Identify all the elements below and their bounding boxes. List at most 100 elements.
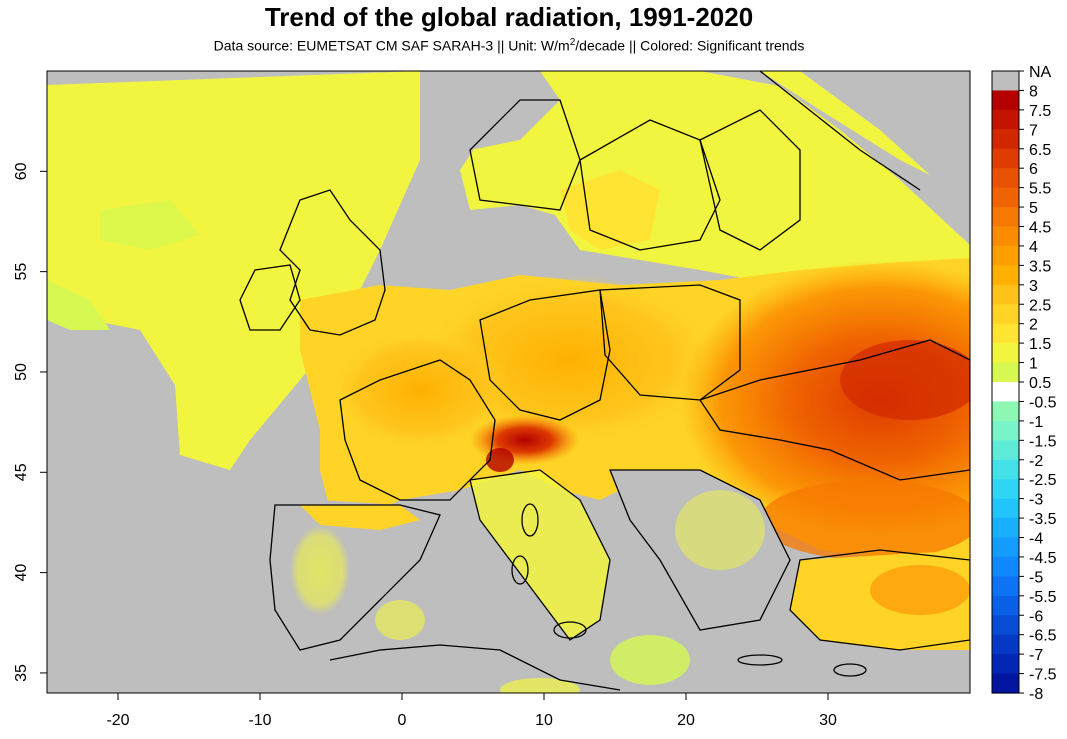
y-tick-label: 35 — [13, 664, 30, 682]
northeast-na — [760, 71, 970, 245]
colorbar-label: -7.5 — [1029, 667, 1057, 684]
coastlines — [239, 71, 970, 691]
colorbar-label: 3.5 — [1029, 258, 1051, 275]
colorbar-swatch — [992, 245, 1019, 266]
colorbar-label: 8 — [1029, 83, 1038, 100]
turkey-hot — [870, 565, 970, 615]
northeast-edge — [760, 71, 930, 175]
colorbar-label: -5.5 — [1029, 589, 1057, 606]
atlantic-low-trend — [100, 200, 200, 250]
x-tick-label: -20 — [106, 712, 129, 729]
subtitle: Data source: EUMETSAT CM SAF SARAH-3 || … — [213, 37, 805, 54]
colorbar-swatch — [992, 634, 1019, 655]
colorbar-swatch — [992, 148, 1019, 169]
colorbar-swatch — [992, 304, 1019, 325]
x-tick-label: 0 — [398, 712, 407, 729]
colorbar-swatch — [992, 284, 1019, 305]
colorbar-swatch — [992, 129, 1019, 150]
atlantic-trend-area — [47, 71, 420, 470]
colorbar-label: 5 — [1029, 200, 1038, 217]
colorbar-swatch — [992, 187, 1019, 208]
colorbar-label: -1.5 — [1029, 433, 1057, 450]
colorbar: NA 8 7.5 7 6.5 6 5.5 5 4.5 4 3.5 3 2.5 2 1.5 1 0.5 -0.5 -1… — [991, 64, 1057, 703]
colorbar-label: -6.5 — [1029, 628, 1057, 645]
balkan-patch — [675, 490, 765, 570]
colorbar-label: 0.5 — [1029, 375, 1051, 392]
iberia-north-trend — [300, 505, 420, 530]
alps-core — [486, 448, 514, 472]
east-europe-core — [840, 340, 970, 420]
colorbar-na-swatch — [992, 71, 1019, 91]
colorbar-swatch — [992, 556, 1019, 577]
colorbar-label: 1 — [1029, 356, 1038, 373]
colorbar-swatch — [992, 90, 1019, 111]
black-sea-region — [760, 480, 970, 560]
colorbar-swatch — [992, 168, 1019, 189]
colorbar-label: 4 — [1029, 239, 1038, 256]
y-tick-label: 45 — [13, 463, 30, 481]
colorbar-label: 3 — [1029, 278, 1038, 295]
colorbar-swatch — [992, 479, 1019, 500]
iberia-patch — [375, 600, 425, 640]
colorbar-swatch — [992, 537, 1019, 558]
atlantic-low-trend — [47, 280, 110, 330]
trend-field — [47, 71, 970, 693]
colorbar-label: -4.5 — [1029, 550, 1057, 567]
y-axis: 35 40 45 50 55 60 — [13, 162, 47, 682]
colorbar-label: 6 — [1029, 161, 1038, 178]
east-europe-hotspot — [680, 260, 970, 540]
mediterranean-patch — [610, 635, 690, 685]
colorbar-swatch — [992, 323, 1019, 344]
colorbar-label: 7 — [1029, 122, 1038, 139]
colorbar-label: -4 — [1029, 531, 1043, 548]
x-tick-label: 10 — [535, 712, 553, 729]
colorbar-swatch — [992, 576, 1019, 597]
colorbar-label: NA — [1029, 64, 1052, 81]
norway-na — [470, 71, 560, 150]
colorbar-swatch — [992, 265, 1019, 286]
colorbar-label: 4.5 — [1029, 220, 1051, 237]
colorbar-swatch — [992, 459, 1019, 480]
colorbar-swatch — [992, 518, 1019, 539]
colorbar-label: -8 — [1029, 686, 1043, 703]
y-tick-label: 55 — [13, 263, 30, 281]
colorbar-swatch — [992, 498, 1019, 519]
iberia-patch — [290, 525, 350, 615]
colorbar-zero-swatch — [992, 382, 1019, 403]
colorbar-swatch — [992, 343, 1019, 364]
plot-frame — [46, 70, 971, 694]
colorbar-swatch — [992, 401, 1019, 422]
colorbar-label: -2 — [1029, 453, 1043, 470]
colorbar-label: -7 — [1029, 647, 1043, 664]
colorbar-swatch — [992, 440, 1019, 461]
x-axis: -20 -10 0 10 20 30 — [106, 693, 837, 729]
colorbar-label: 1.5 — [1029, 336, 1051, 353]
colorbar-swatch — [992, 362, 1019, 383]
colorbar-swatch — [992, 615, 1019, 636]
colorbar-label: -1 — [1029, 414, 1043, 431]
italy-trend-area — [470, 470, 610, 640]
colorbar-swatch — [992, 654, 1019, 675]
colorbar-swatch — [992, 595, 1019, 616]
france-warm — [330, 330, 510, 450]
colorbar-label: 5.5 — [1029, 181, 1051, 198]
y-tick-label: 40 — [13, 564, 30, 582]
colorbar-label: 2 — [1029, 317, 1038, 334]
colorbar-label: 6.5 — [1029, 142, 1051, 159]
colorbar-swatch — [992, 109, 1019, 130]
colorbar-label: -2.5 — [1029, 472, 1057, 489]
colorbar-label: -5 — [1029, 569, 1043, 586]
scandinavia-area — [560, 170, 660, 250]
x-tick-label: 20 — [677, 712, 695, 729]
colorbar-label: 2.5 — [1029, 297, 1051, 314]
colorbar-label: -6 — [1029, 608, 1043, 625]
colorbar-swatch — [992, 226, 1019, 247]
y-tick-label: 50 — [13, 363, 30, 381]
colorbar-label: -0.5 — [1029, 394, 1057, 411]
colorbar-label: -3.5 — [1029, 511, 1057, 528]
colorbar-swatch — [992, 420, 1019, 441]
x-tick-label: -10 — [248, 712, 271, 729]
y-tick-label: 60 — [13, 162, 30, 180]
x-tick-label: 30 — [819, 712, 837, 729]
